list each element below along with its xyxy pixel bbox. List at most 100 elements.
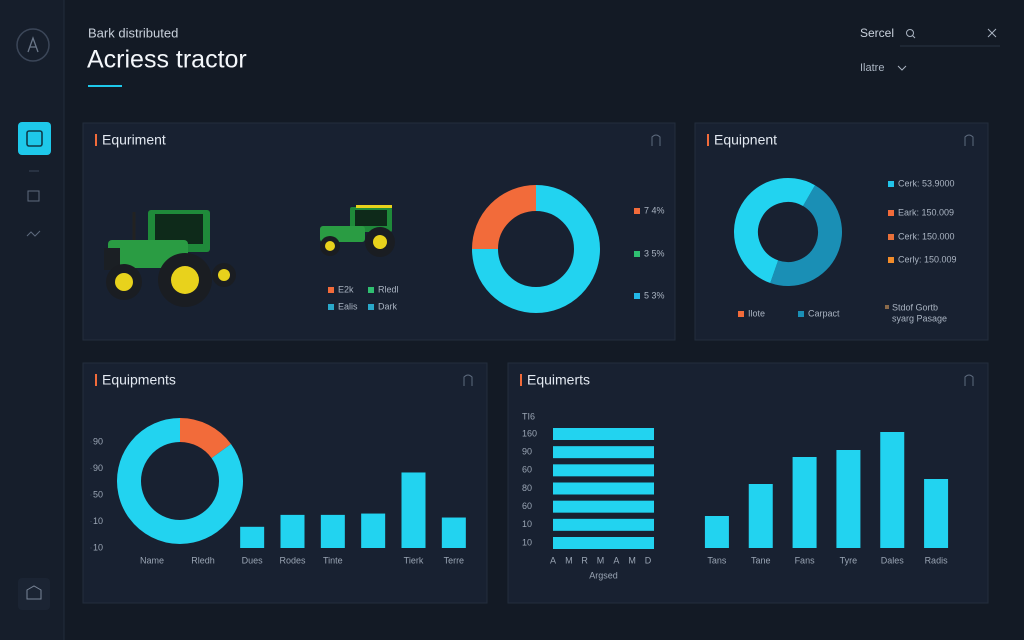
side-label-swatch xyxy=(888,210,894,216)
legend-label: Dark xyxy=(378,301,398,311)
donut-segment xyxy=(770,185,842,286)
side-label-swatch xyxy=(888,181,894,187)
donut-segment xyxy=(179,418,231,459)
close-icon[interactable] xyxy=(987,28,997,38)
x-tick-label: Radis xyxy=(925,555,949,565)
side-label-label: Cerk: 150.000 xyxy=(898,231,955,241)
y-tick-label: 90 xyxy=(93,436,103,446)
legend-label: Ilote xyxy=(748,308,765,318)
panel-accent xyxy=(95,134,97,146)
x-tick-label: Dues xyxy=(242,555,264,565)
x-tick-label: Tyre xyxy=(840,555,858,565)
x-tick-label: A xyxy=(550,555,556,565)
nav-active[interactable] xyxy=(18,122,51,155)
bar xyxy=(553,446,654,459)
bar xyxy=(924,479,949,548)
bar xyxy=(441,517,466,548)
panel-title: Equriment xyxy=(102,132,166,148)
panel-accent xyxy=(707,134,709,146)
nav-bottom[interactable] xyxy=(18,578,50,610)
note: Stdof Gortb xyxy=(892,302,938,312)
panel-title: Equimerts xyxy=(527,372,590,388)
bar xyxy=(553,482,654,495)
side-label-swatch xyxy=(634,293,640,299)
panel-title: Equipnent xyxy=(714,132,777,148)
nav-icon[interactable] xyxy=(26,230,41,237)
x-tick-label: Dales xyxy=(881,555,905,565)
side-label-swatch xyxy=(634,208,640,214)
tractor-small xyxy=(320,205,395,257)
legend-swatch xyxy=(368,287,374,293)
legend-label: Carpact xyxy=(808,308,840,318)
bar xyxy=(320,514,345,548)
x-tick-label: Terre xyxy=(444,555,465,565)
legend-swatch xyxy=(328,304,334,310)
search-label[interactable]: Sercel xyxy=(860,26,894,40)
x-tick-label: D xyxy=(645,555,652,565)
bar xyxy=(553,464,654,477)
nav-icon xyxy=(26,130,43,147)
panel-menu[interactable] xyxy=(964,134,974,146)
bar xyxy=(792,457,817,548)
bar xyxy=(240,526,265,548)
bar xyxy=(280,514,305,548)
note: syarg Pasage xyxy=(892,313,947,323)
y-tick-label: 10 xyxy=(522,519,532,529)
x-tick-label: M xyxy=(597,555,605,565)
legend-swatch xyxy=(328,287,334,293)
y-tick-label: 160 xyxy=(522,428,537,438)
bar xyxy=(880,432,905,548)
legend-swatch xyxy=(738,311,744,317)
bar xyxy=(748,484,773,548)
side-label-label: Cerk: 53.9000 xyxy=(898,178,955,188)
legend-label: Ealis xyxy=(338,301,358,311)
nav-icon[interactable] xyxy=(27,190,40,202)
x-tick-label: M xyxy=(565,555,573,565)
y-tick-label: 10 xyxy=(93,516,103,526)
bar xyxy=(553,537,654,549)
panel-menu[interactable] xyxy=(964,374,974,386)
bar xyxy=(836,450,861,548)
donut-segment xyxy=(734,178,815,283)
side-label-label: 5 3% xyxy=(644,290,665,300)
legend-swatch xyxy=(798,311,804,317)
y-tick-label: 60 xyxy=(522,501,532,511)
side-label-label: Cerly: 150.009 xyxy=(898,254,957,264)
y-axis-label: TI6 xyxy=(522,411,535,421)
y-tick-label: 10 xyxy=(93,542,103,552)
side-label-label: 3 5% xyxy=(644,248,665,258)
donut-label: Rledh xyxy=(191,555,215,565)
y-tick-label: 90 xyxy=(522,447,532,457)
x-tick-label: A xyxy=(613,555,619,565)
subtitle: Bark distributed xyxy=(88,25,178,40)
tractor-large xyxy=(104,210,236,307)
x-tick-label: Tierk xyxy=(404,555,424,565)
filter-label[interactable]: Ilatre xyxy=(860,62,884,74)
panel xyxy=(82,362,488,604)
sidebar xyxy=(0,0,64,640)
side-label-label: 7 4% xyxy=(644,205,665,215)
panel-menu[interactable] xyxy=(463,374,473,386)
bar xyxy=(553,428,654,440)
x-axis-label: Argsed xyxy=(589,570,618,580)
y-tick-label: 60 xyxy=(522,465,532,475)
nav-icon xyxy=(26,585,42,600)
bar xyxy=(361,513,386,548)
legend-swatch xyxy=(368,304,374,310)
chevron[interactable] xyxy=(897,65,907,71)
search-icon xyxy=(912,35,916,39)
title-underline xyxy=(88,85,122,87)
y-tick-label: 90 xyxy=(93,463,103,473)
note-swatch xyxy=(885,305,889,309)
donut-segment xyxy=(117,418,243,544)
y-tick-label: 80 xyxy=(522,483,532,493)
x-tick-label: R xyxy=(581,555,588,565)
logo[interactable] xyxy=(16,28,50,62)
panel-accent xyxy=(520,374,522,386)
panel-title: Equipments xyxy=(102,372,176,388)
legend-label: E2k xyxy=(338,284,354,294)
side-label-label: Eark: 150.009 xyxy=(898,207,954,217)
search-icon[interactable] xyxy=(906,29,914,37)
panel-menu[interactable] xyxy=(651,134,661,146)
